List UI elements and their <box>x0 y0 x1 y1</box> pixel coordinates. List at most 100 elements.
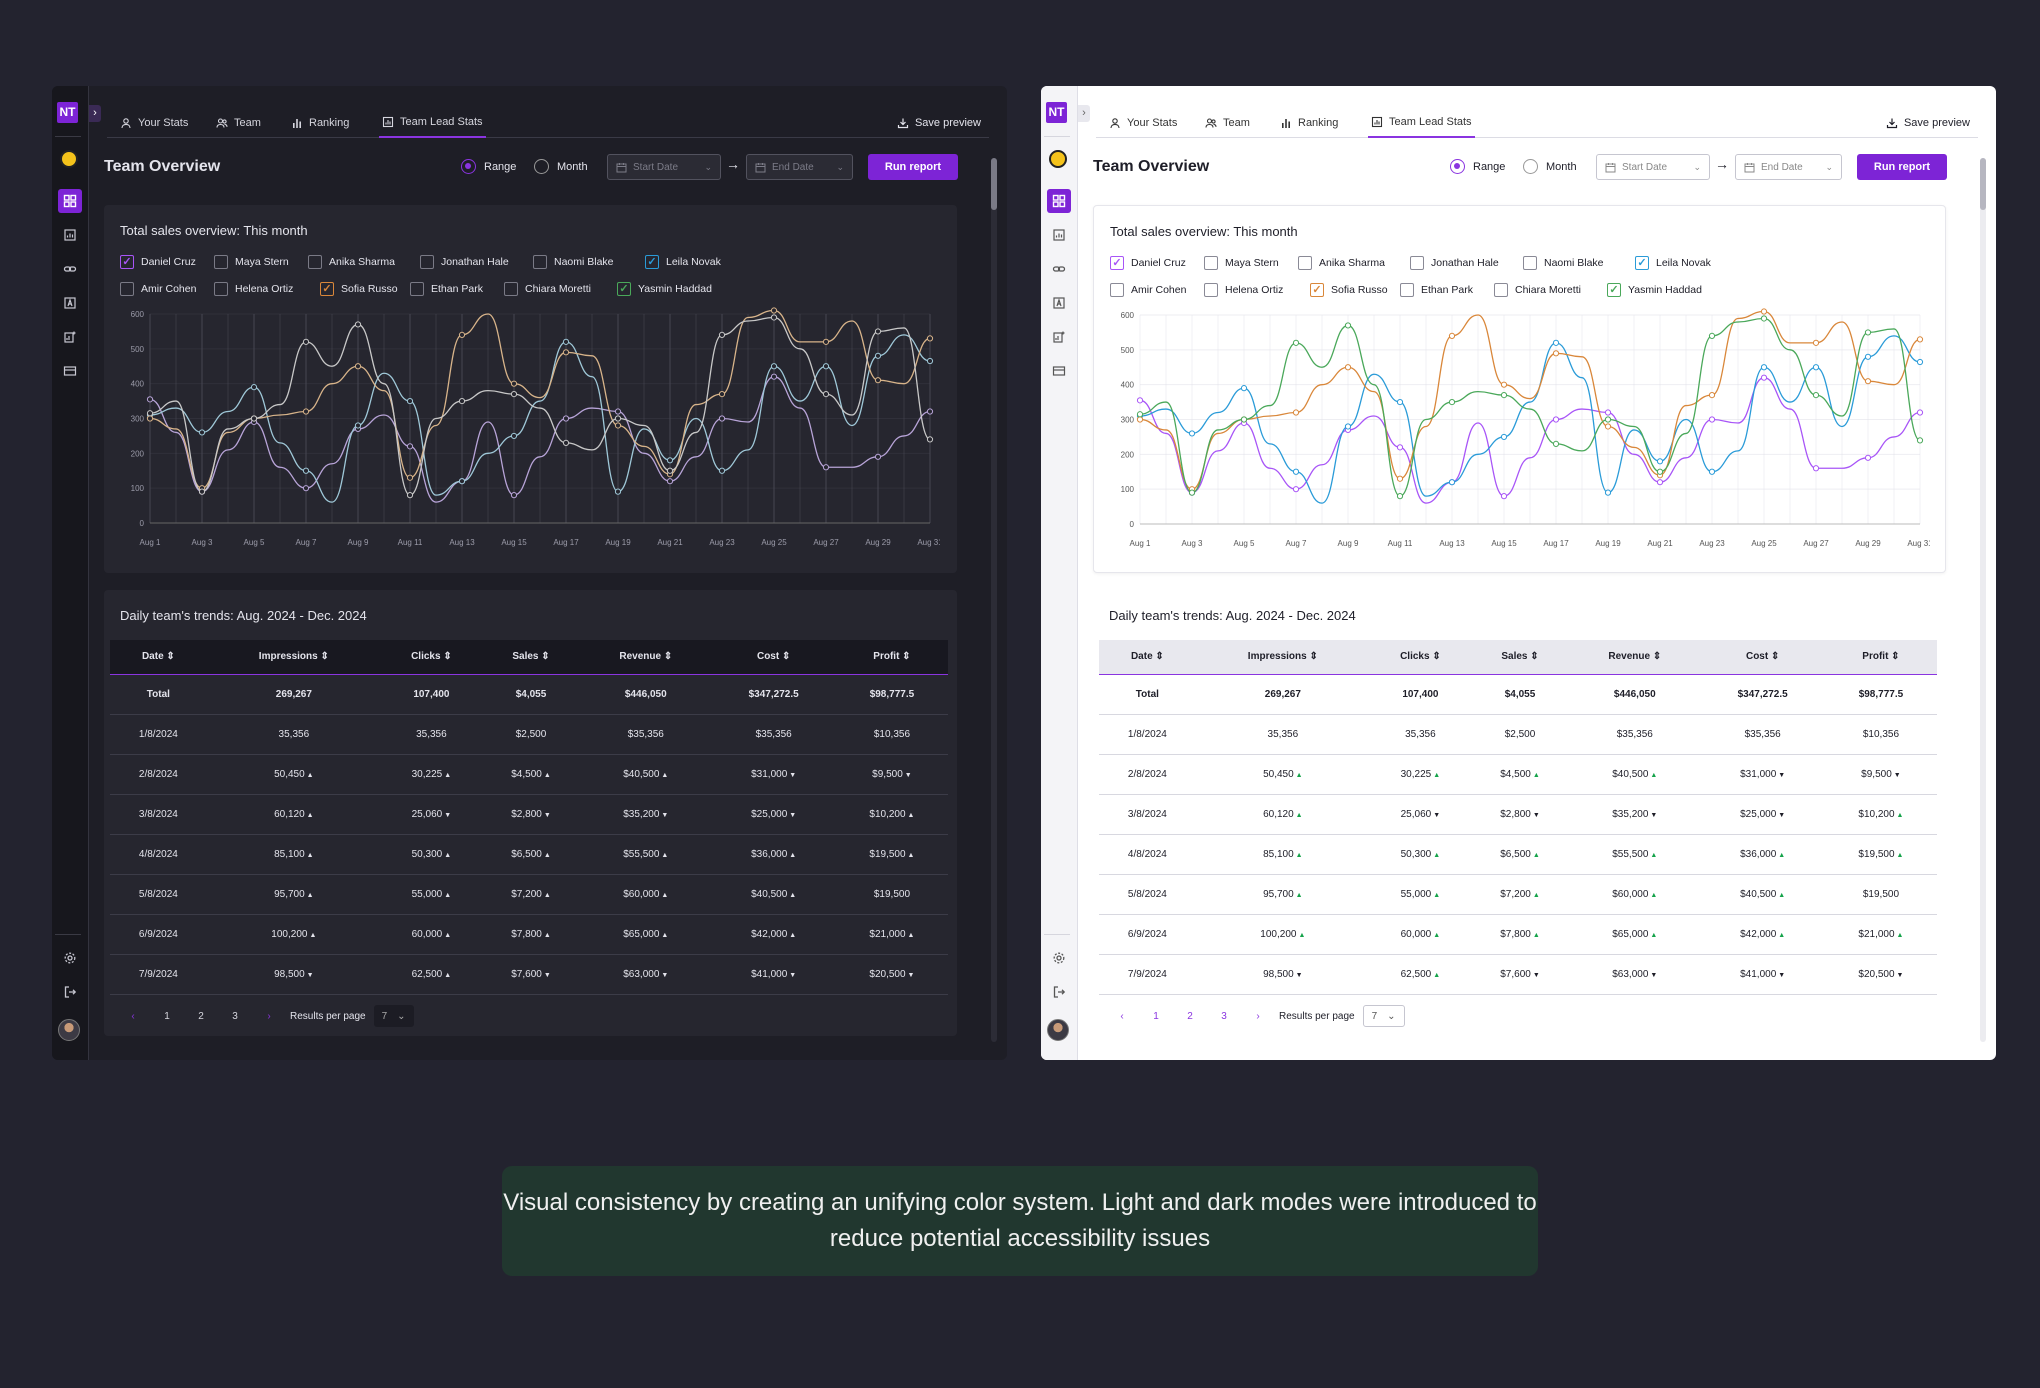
data-point <box>1240 416 1248 423</box>
logout-icon[interactable] <box>58 980 82 1004</box>
member-checkbox[interactable]: Jonathan Hale <box>420 255 509 269</box>
scrollbar-thumb[interactable] <box>991 158 997 210</box>
end-date-picker[interactable]: End Date ⌄ <box>746 154 853 180</box>
member-checkbox[interactable]: Jonathan Hale <box>1410 256 1499 270</box>
tab-team-lead-stats[interactable]: Team Lead Stats <box>379 108 486 138</box>
tab-ranking[interactable]: Ranking <box>288 108 352 138</box>
member-checkbox[interactable]: Maya Stern <box>1204 256 1279 270</box>
member-checkbox[interactable]: Chiara Moretti <box>1494 283 1581 297</box>
avatar[interactable] <box>1047 1019 1069 1041</box>
add-report-icon[interactable] <box>58 325 82 349</box>
save-preview-button[interactable]: Save preview <box>897 108 981 138</box>
prev-page-icon[interactable]: ‹ <box>131 1010 135 1022</box>
column-header[interactable]: Revenue ⇕ <box>1569 640 1701 675</box>
column-header[interactable]: Profit ⇕ <box>835 640 948 675</box>
column-header[interactable]: Impressions ⇕ <box>1195 640 1370 675</box>
member-checkbox[interactable]: Naomi Blake <box>1523 256 1604 270</box>
reports-icon[interactable] <box>1047 223 1071 247</box>
member-checkbox[interactable]: Amir Cohen <box>120 282 196 296</box>
column-header[interactable]: Cost ⇕ <box>1700 640 1825 675</box>
scrollbar[interactable] <box>991 158 997 1042</box>
month-radio[interactable]: Month <box>534 159 588 174</box>
checkbox-box <box>308 255 322 269</box>
data-point <box>1864 353 1872 360</box>
column-header[interactable]: Revenue ⇕ <box>580 640 712 675</box>
reports-icon[interactable] <box>58 223 82 247</box>
tab-your-stats[interactable]: Your Stats <box>117 108 191 138</box>
text-frame-icon[interactable] <box>58 291 82 315</box>
column-header[interactable]: Impressions ⇕ <box>206 640 381 675</box>
member-checkbox[interactable]: ✓ Leila Novak <box>1635 256 1711 270</box>
next-page-icon[interactable]: › <box>267 1010 271 1022</box>
member-checkbox[interactable]: Ethan Park <box>1400 283 1473 297</box>
page-2-button[interactable]: 2 <box>198 1010 204 1022</box>
month-radio[interactable]: Month <box>1523 159 1577 174</box>
text-frame-icon[interactable] <box>1047 291 1071 315</box>
results-per-page-select[interactable]: 7 ⌄ <box>373 1005 414 1027</box>
gear-icon[interactable] <box>58 946 82 970</box>
avatar[interactable] <box>58 1019 80 1041</box>
member-checkbox[interactable]: Helena Ortiz <box>1204 283 1283 297</box>
member-checkbox[interactable]: ✓ Leila Novak <box>645 255 721 269</box>
tab-team[interactable]: Team <box>1202 108 1253 138</box>
tab-ranking[interactable]: Ranking <box>1277 108 1341 138</box>
member-checkbox[interactable]: Amir Cohen <box>1110 283 1186 297</box>
results-per-page-select[interactable]: 7 ⌄ <box>1362 1005 1405 1027</box>
expand-rail-button[interactable]: › <box>89 105 101 122</box>
link-icon[interactable] <box>1047 257 1071 281</box>
run-report-button[interactable]: Run report <box>1857 154 1947 180</box>
end-date-picker[interactable]: End Date ⌄ <box>1735 154 1842 180</box>
page-1-button[interactable]: 1 <box>164 1010 170 1022</box>
tab-team-lead-stats[interactable]: Team Lead Stats <box>1368 108 1475 138</box>
tab-your-stats[interactable]: Your Stats <box>1106 108 1180 138</box>
member-checkbox[interactable]: Ethan Park <box>410 282 483 296</box>
tab-team[interactable]: Team <box>213 108 264 138</box>
member-checkbox[interactable]: ✓ Yasmin Haddad <box>617 282 712 296</box>
page-2-button[interactable]: 2 <box>1187 1010 1193 1022</box>
member-checkbox[interactable]: ✓ Sofia Russo <box>320 282 398 296</box>
member-checkbox[interactable]: Anika Sharma <box>308 255 395 269</box>
data-point <box>770 363 778 370</box>
member-checkbox[interactable]: ✓ Daniel Cruz <box>1110 256 1186 270</box>
column-header[interactable]: Date ⇕ <box>1099 640 1196 675</box>
notifications-face-icon[interactable] <box>60 150 78 168</box>
page-1-button[interactable]: 1 <box>1153 1010 1159 1022</box>
range-radio[interactable]: Range <box>461 159 516 174</box>
column-header[interactable]: Sales ⇕ <box>1470 640 1570 675</box>
column-header[interactable]: Clicks ⇕ <box>380 640 482 675</box>
member-checkbox[interactable]: ✓ Sofia Russo <box>1310 283 1388 297</box>
member-checkbox[interactable]: ✓ Yasmin Haddad <box>1607 283 1702 297</box>
column-header[interactable]: Cost ⇕ <box>711 640 836 675</box>
dashboard-icon[interactable] <box>1047 189 1071 213</box>
member-checkbox[interactable]: Naomi Blake <box>533 255 614 269</box>
range-radio[interactable]: Range <box>1450 159 1505 174</box>
run-report-button[interactable]: Run report <box>868 154 958 180</box>
gear-icon[interactable] <box>1047 946 1071 970</box>
expand-rail-button[interactable]: › <box>1078 105 1090 122</box>
logout-icon[interactable] <box>1047 980 1071 1004</box>
column-header[interactable]: Sales ⇕ <box>481 640 581 675</box>
scrollbar[interactable] <box>1980 158 1986 1042</box>
member-checkbox[interactable]: Anika Sharma <box>1298 256 1385 270</box>
page-3-button[interactable]: 3 <box>232 1010 238 1022</box>
notifications-face-icon[interactable] <box>1049 150 1067 168</box>
prev-page-icon[interactable]: ‹ <box>1120 1010 1124 1022</box>
next-page-icon[interactable]: › <box>1256 1010 1260 1022</box>
column-header[interactable]: Profit ⇕ <box>1824 640 1937 675</box>
member-checkbox[interactable]: ✓ Daniel Cruz <box>120 255 196 269</box>
column-header[interactable]: Date ⇕ <box>110 640 207 675</box>
dashboard-icon[interactable] <box>58 189 82 213</box>
member-checkbox[interactable]: Chiara Moretti <box>504 282 591 296</box>
save-preview-button[interactable]: Save preview <box>1886 108 1970 138</box>
start-date-picker[interactable]: Start Date ⌄ <box>1596 154 1710 180</box>
add-report-icon[interactable] <box>1047 325 1071 349</box>
card-icon[interactable] <box>58 359 82 383</box>
start-date-picker[interactable]: Start Date ⌄ <box>607 154 721 180</box>
card-icon[interactable] <box>1047 359 1071 383</box>
page-3-button[interactable]: 3 <box>1221 1010 1227 1022</box>
member-checkbox[interactable]: Maya Stern <box>214 255 289 269</box>
scrollbar-thumb[interactable] <box>1980 158 1986 210</box>
link-icon[interactable] <box>58 257 82 281</box>
member-checkbox[interactable]: Helena Ortiz <box>214 282 293 296</box>
column-header[interactable]: Clicks ⇕ <box>1369 640 1471 675</box>
